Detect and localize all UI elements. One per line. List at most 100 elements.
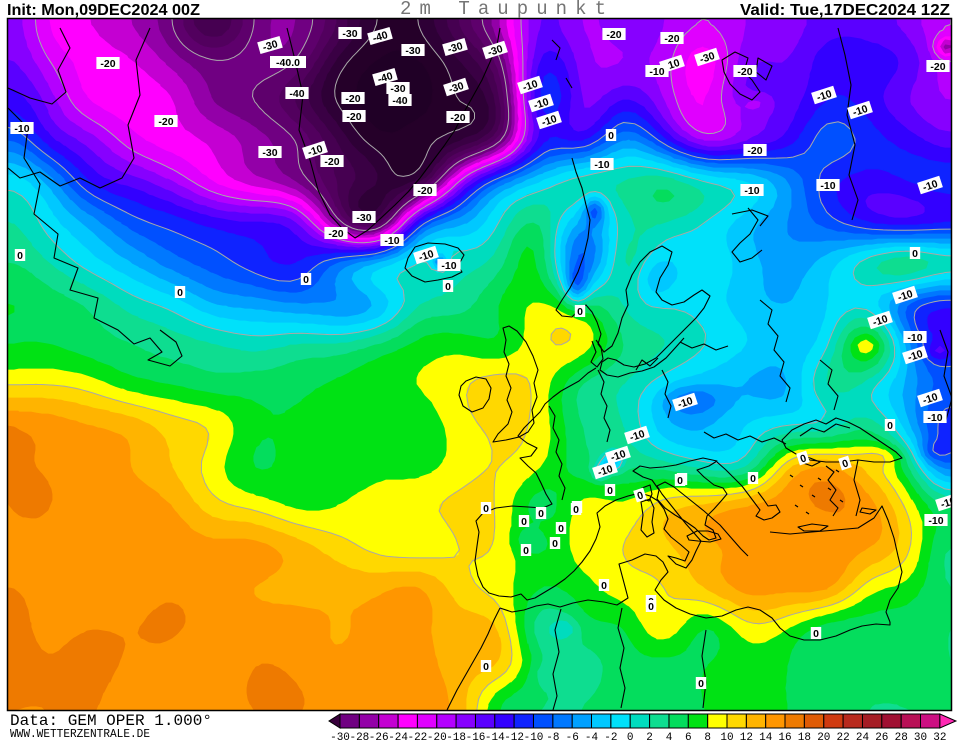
svg-text:2: 2 bbox=[646, 732, 653, 741]
svg-text:-6: -6 bbox=[566, 732, 579, 741]
svg-text:0: 0 bbox=[177, 287, 183, 299]
svg-text:0: 0 bbox=[698, 678, 704, 690]
svg-text:-10: -10 bbox=[928, 515, 943, 527]
svg-text:0: 0 bbox=[608, 130, 614, 142]
svg-text:0: 0 bbox=[577, 306, 583, 318]
svg-text:-10: -10 bbox=[532, 96, 550, 112]
svg-text:-20: -20 bbox=[747, 145, 762, 157]
svg-text:-10: -10 bbox=[628, 428, 646, 444]
svg-text:Valid: Tue,17DEC2024 12Z: Valid: Tue,17DEC2024 12Z bbox=[740, 2, 951, 19]
svg-text:-16: -16 bbox=[466, 732, 486, 741]
svg-text:-20: -20 bbox=[417, 185, 432, 197]
svg-text:-10: -10 bbox=[851, 103, 869, 119]
svg-text:-18: -18 bbox=[446, 732, 466, 741]
svg-text:0: 0 bbox=[887, 420, 893, 432]
svg-text:0: 0 bbox=[813, 628, 819, 640]
svg-text:0: 0 bbox=[445, 281, 451, 293]
svg-text:-10: -10 bbox=[907, 332, 922, 344]
svg-text:0: 0 bbox=[841, 457, 850, 470]
svg-text:-20: -20 bbox=[450, 112, 465, 124]
svg-text:4: 4 bbox=[666, 732, 673, 741]
svg-text:-10: -10 bbox=[306, 143, 324, 159]
svg-text:WWW.WETTERZENTRALE.DE: WWW.WETTERZENTRALE.DE bbox=[10, 728, 150, 741]
svg-text:-24: -24 bbox=[388, 732, 408, 741]
svg-text:-10: -10 bbox=[649, 66, 664, 78]
svg-text:8: 8 bbox=[704, 732, 711, 741]
svg-text:-10: -10 bbox=[540, 113, 558, 129]
svg-text:0: 0 bbox=[750, 473, 756, 485]
svg-text:-10: -10 bbox=[609, 448, 627, 464]
svg-text:10: 10 bbox=[720, 732, 733, 741]
svg-text:-10: -10 bbox=[927, 412, 942, 424]
svg-text:0: 0 bbox=[636, 489, 645, 502]
svg-text:-30: -30 bbox=[486, 43, 504, 59]
svg-text:16: 16 bbox=[778, 732, 791, 741]
svg-text:0: 0 bbox=[552, 538, 558, 550]
svg-text:-30: -30 bbox=[261, 38, 279, 54]
svg-text:-40: -40 bbox=[371, 29, 389, 45]
svg-text:32: 32 bbox=[933, 732, 946, 741]
svg-text:0: 0 bbox=[912, 248, 918, 260]
svg-text:-30: -30 bbox=[698, 50, 716, 66]
svg-text:12: 12 bbox=[740, 732, 753, 741]
svg-text:28: 28 bbox=[895, 732, 908, 741]
svg-text:0: 0 bbox=[799, 452, 808, 465]
svg-text:-40: -40 bbox=[289, 88, 304, 100]
svg-text:-22: -22 bbox=[407, 732, 427, 741]
svg-text:-12: -12 bbox=[504, 732, 524, 741]
svg-text:22: 22 bbox=[836, 732, 849, 741]
svg-text:0: 0 bbox=[607, 485, 613, 497]
svg-text:-10: -10 bbox=[441, 260, 456, 272]
svg-text:-26: -26 bbox=[369, 732, 389, 741]
svg-text:-10: -10 bbox=[896, 288, 914, 304]
svg-text:0: 0 bbox=[523, 545, 529, 557]
svg-text:-30: -30 bbox=[447, 80, 465, 96]
svg-text:-10: -10 bbox=[921, 391, 939, 407]
svg-text:-20: -20 bbox=[158, 116, 173, 128]
svg-text:-8: -8 bbox=[546, 732, 559, 741]
svg-text:-40.0: -40.0 bbox=[276, 57, 300, 69]
svg-text:-10: -10 bbox=[676, 395, 694, 411]
svg-text:-10: -10 bbox=[744, 185, 759, 197]
svg-text:-20: -20 bbox=[606, 29, 621, 41]
svg-text:0: 0 bbox=[627, 732, 634, 741]
svg-text:0: 0 bbox=[521, 516, 527, 528]
svg-text:-30: -30 bbox=[342, 28, 357, 40]
svg-text:-10: -10 bbox=[815, 88, 833, 104]
svg-text:14: 14 bbox=[759, 732, 773, 741]
svg-text:-10: -10 bbox=[871, 313, 889, 329]
svg-text:-10: -10 bbox=[417, 248, 435, 264]
svg-text:-10: -10 bbox=[521, 78, 539, 94]
svg-text:-10: -10 bbox=[820, 180, 835, 192]
svg-text:-10: -10 bbox=[939, 495, 957, 511]
svg-text:-10: -10 bbox=[594, 159, 609, 171]
svg-text:20: 20 bbox=[817, 732, 830, 741]
svg-text:-30: -30 bbox=[405, 45, 420, 57]
svg-text:-4: -4 bbox=[585, 732, 599, 741]
svg-text:-20: -20 bbox=[324, 156, 339, 168]
svg-text:0: 0 bbox=[573, 504, 579, 516]
svg-text:-40: -40 bbox=[376, 70, 394, 86]
svg-text:-20: -20 bbox=[345, 93, 360, 105]
svg-text:-14: -14 bbox=[485, 732, 505, 741]
svg-text:-10: -10 bbox=[906, 348, 924, 364]
svg-text:26: 26 bbox=[875, 732, 888, 741]
svg-text:-20: -20 bbox=[346, 111, 361, 123]
svg-text:-30: -30 bbox=[446, 40, 464, 56]
svg-text:30: 30 bbox=[914, 732, 927, 741]
svg-text:0: 0 bbox=[17, 250, 23, 262]
svg-text:-20: -20 bbox=[930, 61, 945, 73]
svg-text:-28: -28 bbox=[349, 732, 369, 741]
svg-text:-10: -10 bbox=[524, 732, 544, 741]
svg-text:0: 0 bbox=[538, 508, 544, 520]
svg-text:-20: -20 bbox=[737, 66, 752, 78]
svg-text:18: 18 bbox=[798, 732, 811, 741]
svg-text:-10: -10 bbox=[384, 235, 399, 247]
svg-text:-40: -40 bbox=[392, 95, 407, 107]
svg-text:-20: -20 bbox=[664, 33, 679, 45]
svg-text:-30: -30 bbox=[390, 83, 405, 95]
svg-text:-10: -10 bbox=[596, 463, 614, 479]
svg-text:-10: -10 bbox=[921, 178, 939, 194]
svg-text:Init: Mon,09DEC2024 00Z: Init: Mon,09DEC2024 00Z bbox=[7, 2, 201, 19]
svg-text:-20: -20 bbox=[100, 58, 115, 70]
